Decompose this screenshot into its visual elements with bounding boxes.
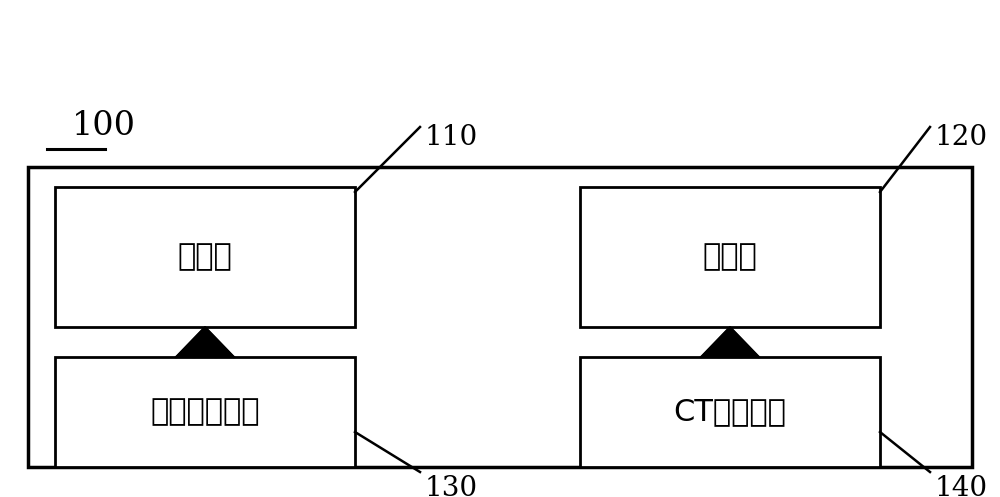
- Polygon shape: [701, 327, 759, 357]
- Bar: [580, 357, 880, 467]
- Text: 140: 140: [935, 475, 988, 497]
- Bar: [28, 167, 972, 467]
- Bar: [55, 357, 355, 467]
- Polygon shape: [176, 327, 234, 357]
- Text: 100: 100: [72, 110, 136, 142]
- Text: 处理器: 处理器: [178, 243, 232, 271]
- Text: 三维定位设备: 三维定位设备: [150, 398, 260, 426]
- Text: 110: 110: [425, 124, 478, 151]
- Bar: [55, 187, 355, 327]
- Text: CT成像设备: CT成像设备: [674, 398, 786, 426]
- Text: 130: 130: [425, 475, 478, 497]
- Text: 120: 120: [935, 124, 988, 151]
- Text: 存储器: 存储器: [703, 243, 757, 271]
- Bar: [580, 187, 880, 327]
